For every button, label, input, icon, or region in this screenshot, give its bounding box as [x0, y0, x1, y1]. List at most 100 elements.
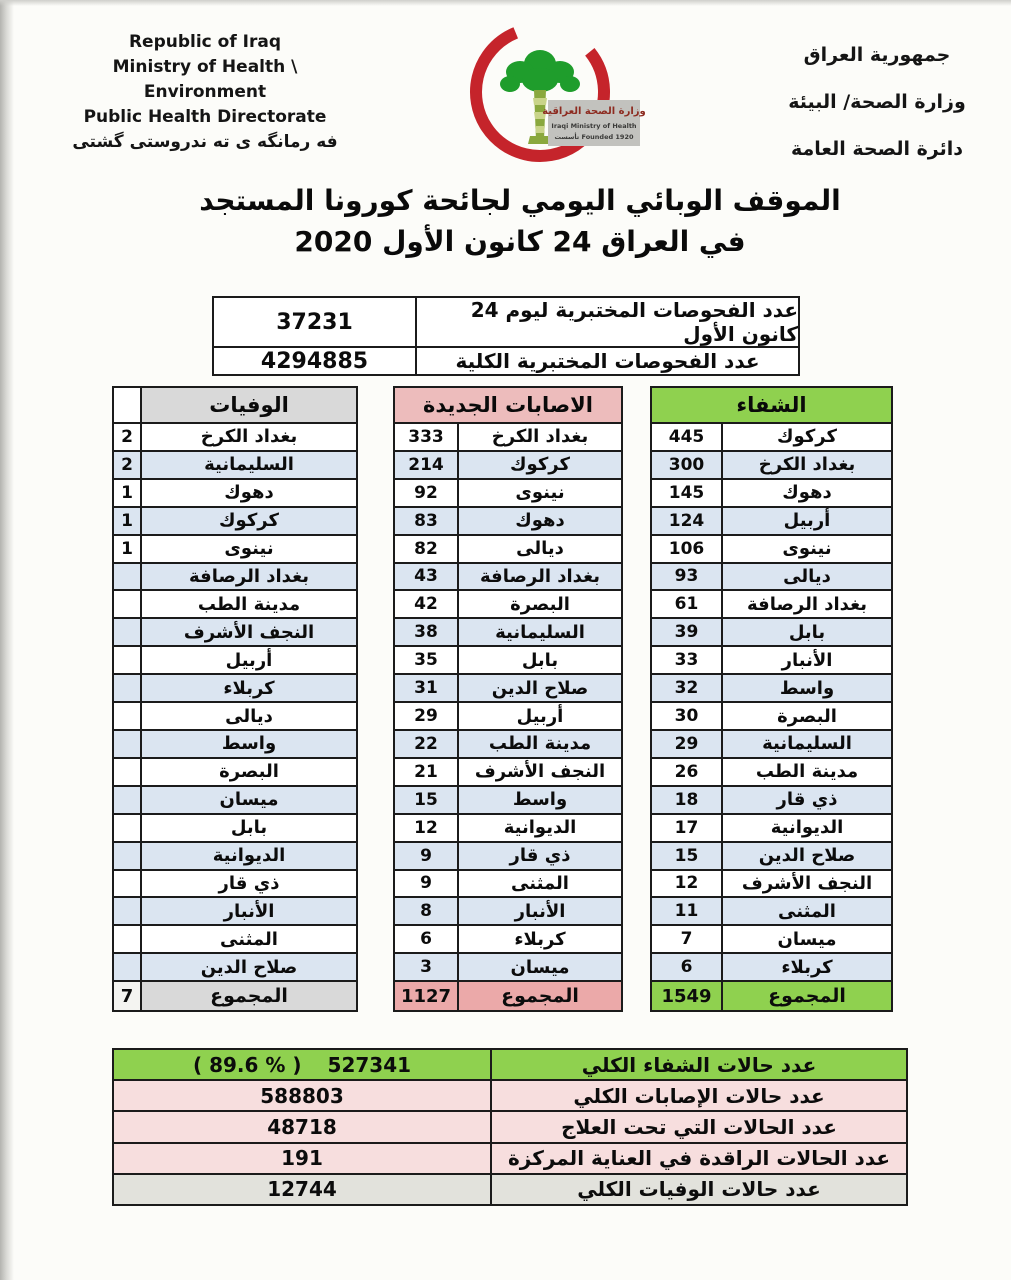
- governorate-value: [114, 563, 142, 590]
- table-row: بابل: [114, 812, 356, 841]
- governorate-name: ميسان: [777, 928, 837, 950]
- governorate-value: 43: [395, 563, 459, 590]
- governorate-name: البصرة: [510, 593, 570, 615]
- governorate-value: [114, 786, 142, 813]
- table-row: 93 ديالى: [652, 561, 891, 590]
- governorate-value: 38: [395, 619, 459, 646]
- summary-row: 588803 عدد حالات الإصابات الكلي: [114, 1079, 906, 1111]
- table-row: ديالى: [114, 701, 356, 729]
- summary-value: 12744: [114, 1174, 492, 1205]
- table-row: 1 نينوى: [114, 533, 356, 562]
- header-english-line3: Public Health Directorate: [83, 107, 327, 127]
- table-row: 83 دهوك: [395, 505, 621, 534]
- governorate-value: 9: [395, 842, 459, 869]
- governorate-value: [114, 954, 142, 981]
- governorate-name: صلاح الدين: [491, 677, 589, 699]
- governorate-name: واسط: [221, 733, 277, 755]
- governorate-value: 21: [395, 758, 459, 785]
- governorate-name: واسط: [512, 789, 568, 811]
- governorate-value: 333: [395, 424, 459, 450]
- table-row: ميسان: [114, 784, 356, 813]
- table-row: 92 نينوى: [395, 477, 621, 506]
- governorate-name: بغداد الكرخ: [758, 454, 856, 476]
- recoveries-total-row: 1549 المجموع: [652, 980, 891, 1010]
- table-row: 82 ديالى: [395, 533, 621, 562]
- table-row: 32 واسط: [652, 673, 891, 702]
- governorate-value: 12: [395, 814, 459, 841]
- table-row: 31 صلاح الدين: [395, 673, 621, 702]
- governorate-value: 18: [652, 786, 723, 813]
- table-row: 37231 عدد الفحوصات المختبرية ليوم 24 كان…: [214, 298, 798, 346]
- governorate-name: بغداد الرصافة: [747, 593, 867, 615]
- new-cases-table-rows: 333 بغداد الكرخ 214 كركوك 92 نينوى 83 دهوك 82 ديا…: [395, 424, 621, 981]
- governorate-name: ميسان: [510, 956, 570, 978]
- summary-label: عدد حالات الوفيات الكلي: [577, 1177, 821, 1202]
- table-row: 145 دهوك: [652, 477, 891, 506]
- governorate-name: بغداد الرصافة: [189, 565, 309, 587]
- table-row: 30 البصرة: [652, 701, 891, 729]
- governorate-name: أربيل: [225, 649, 273, 671]
- table-row: الأنبار: [114, 896, 356, 925]
- governorate-value: [114, 647, 142, 674]
- governorate-value: [114, 730, 142, 757]
- governorate-value: 8: [395, 898, 459, 925]
- table-row: بغداد الرصافة: [114, 561, 356, 590]
- governorate-value: [114, 870, 142, 897]
- governorate-name: صلاح الدين: [758, 845, 856, 867]
- deaths-total-label: المجموع: [210, 985, 288, 1007]
- governorate-name: مدينة الطب: [197, 593, 301, 615]
- header-arabic-line1: جمهورية العراق: [803, 44, 951, 66]
- table-row: صلاح الدين: [114, 952, 356, 981]
- table-row: 15 واسط: [395, 784, 621, 813]
- deaths-total-value: 7: [114, 982, 142, 1010]
- governorate-name: ذي قار: [218, 872, 280, 894]
- table-row: 2 السليمانية: [114, 449, 356, 478]
- governorate-value: [114, 758, 142, 785]
- summary-label: عدد حالات الإصابات الكلي: [573, 1083, 825, 1108]
- governorate-value: 124: [652, 507, 723, 534]
- header-english-line1: Republic of Iraq: [128, 32, 282, 52]
- recoveries-table-rows: 445 كركوك 300 بغداد الكرخ 145 دهوك 124 أربيل 106…: [652, 424, 891, 981]
- summary-number: 12744: [267, 1177, 337, 1202]
- header-arabic-line2: وزارة الصحة/ البيئة: [788, 91, 966, 113]
- table-row: 2 بغداد الكرخ: [114, 424, 356, 450]
- governorate-value: 29: [395, 703, 459, 729]
- governorate-value: 17: [652, 814, 723, 841]
- governorate-name: ذي قار: [776, 789, 838, 811]
- table-row: 445 كركوك: [652, 424, 891, 450]
- governorate-value: 33: [652, 647, 723, 674]
- governorate-name: نينوى: [782, 538, 832, 560]
- governorate-name: كربلاء: [514, 928, 566, 950]
- deaths-table-title: الوفيات: [142, 388, 356, 422]
- deaths-table-header: الوفيات: [114, 388, 356, 424]
- summary-value: 588803: [114, 1081, 492, 1111]
- table-row: واسط: [114, 728, 356, 757]
- governorate-name: بغداد الكرخ: [491, 426, 589, 448]
- governorate-name: بغداد الرصافة: [480, 565, 600, 587]
- new-cases-table: الاصابات الجديدة 333 بغداد الكرخ 214 كركوك 9…: [393, 386, 623, 1012]
- governorate-value: [114, 842, 142, 869]
- daily-tests-label: عدد الفحوصات المختبرية ليوم 24 كانون الأ…: [470, 298, 798, 346]
- logo-founded: تأسست Founded 1920: [554, 132, 633, 141]
- summary-label: عدد الحالات الراقدة في العناية المركزة: [507, 1146, 891, 1171]
- daily-tests-value: 37231: [214, 298, 417, 346]
- governorate-name: بابل: [521, 649, 559, 671]
- new-cases-total-label: المجموع: [501, 985, 579, 1007]
- governorate-name: مدينة الطب: [488, 733, 592, 755]
- table-row: 6 كربلاء: [652, 952, 891, 981]
- table-row: ذي قار: [114, 868, 356, 897]
- header-arabic: جمهورية العراق وزارة الصحة/ البيئة دائرة…: [757, 32, 997, 173]
- recoveries-total-value: 1549: [652, 982, 723, 1010]
- table-row: 38 السليمانية: [395, 617, 621, 646]
- governorate-name: الديوانية: [212, 845, 286, 867]
- report-title: الموقف الوبائي اليومي لجائحة كورونا المس…: [0, 180, 1011, 262]
- governorate-name: النجف الأشرف: [183, 621, 315, 643]
- governorate-name: دهوك: [224, 482, 274, 504]
- total-tests-value: 4294885: [214, 348, 417, 374]
- new-cases-total-value: 1127: [395, 982, 459, 1010]
- governorate-value: 39: [652, 619, 723, 646]
- palm-trunk-icon: [528, 90, 552, 144]
- governorate-value: 35: [395, 647, 459, 674]
- governorate-value: 12: [652, 870, 723, 897]
- summary-label: عدد حالات الشفاء الكلي: [581, 1052, 817, 1077]
